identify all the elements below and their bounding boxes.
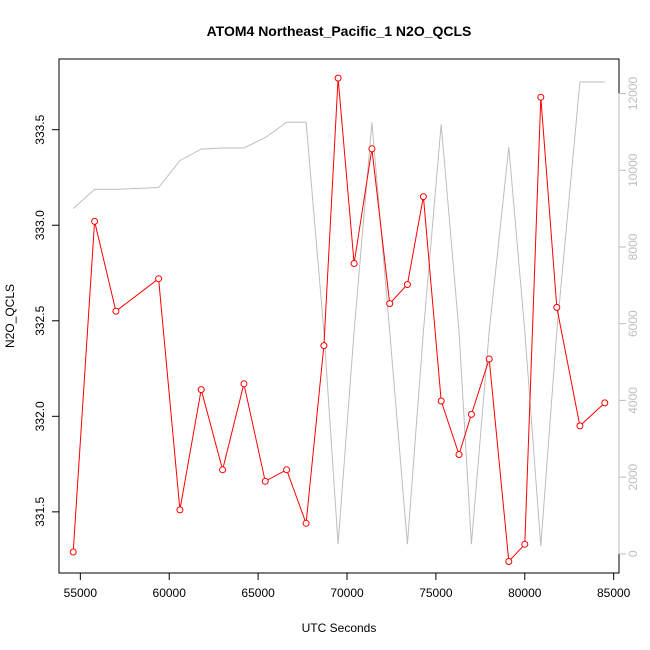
data-point xyxy=(283,466,291,474)
data-point xyxy=(576,422,584,430)
x-axis: 55000 60000 65000 70000 75000 80000 85000 xyxy=(64,572,631,600)
y-axis: 331.5 332.0 332.5 333.0 333.5 xyxy=(33,114,60,527)
y2-tick-label: 2000 xyxy=(626,463,640,490)
y-axis-title: N2O_QCLS xyxy=(3,284,17,348)
data-point xyxy=(176,506,184,514)
x-tick-label: 75000 xyxy=(419,586,453,600)
data-point xyxy=(197,386,205,394)
data-point xyxy=(386,300,394,308)
data-point xyxy=(553,303,561,311)
y2-tick-label: 10000 xyxy=(626,153,640,187)
data-point xyxy=(240,380,248,388)
data-point xyxy=(467,410,475,418)
x-tick-label: 80000 xyxy=(508,586,542,600)
series-line-right xyxy=(72,81,605,547)
x-axis-title: UTC Seconds xyxy=(302,621,377,635)
x-tick-label: 70000 xyxy=(330,586,364,600)
y-tick-label: 332.5 xyxy=(33,305,47,335)
data-point xyxy=(403,281,411,288)
y-tick-label: 331.5 xyxy=(33,497,47,527)
data-point xyxy=(485,355,493,363)
data-point xyxy=(261,477,269,485)
data-point xyxy=(537,93,545,101)
data-point xyxy=(302,519,310,527)
data-point xyxy=(350,260,358,267)
data-point xyxy=(219,466,227,474)
y2-tick-label: 12000 xyxy=(626,77,640,111)
data-point xyxy=(69,548,77,556)
plot-frame xyxy=(58,58,620,574)
y-tick-label: 333.5 xyxy=(33,114,47,144)
y-tick-label: 333.0 xyxy=(33,210,47,240)
x-tick-label: 65000 xyxy=(241,586,275,600)
data-point xyxy=(455,451,463,458)
y2-axis: 0 2000 4000 6000 8000 10000 12000 xyxy=(618,77,640,557)
data-point xyxy=(320,342,328,350)
y2-tick-label: 8000 xyxy=(626,233,640,260)
series-line-left xyxy=(72,78,606,563)
data-point xyxy=(419,193,427,201)
x-tick-label: 85000 xyxy=(597,586,631,600)
data-point xyxy=(601,399,609,407)
data-point xyxy=(155,275,163,283)
data-point xyxy=(437,397,445,405)
data-point xyxy=(521,540,529,548)
data-point xyxy=(112,307,120,315)
data-point xyxy=(368,145,376,153)
x-tick-label: 60000 xyxy=(153,586,187,600)
chart-title: ATOM4 Northeast_Pacific_1 N2O_QCLS xyxy=(207,23,472,39)
plot-area xyxy=(69,74,609,565)
data-point xyxy=(334,74,342,82)
y2-tick-label: 6000 xyxy=(626,310,640,337)
x-tick-label: 55000 xyxy=(64,586,98,600)
data-point xyxy=(91,217,99,225)
y2-tick-label: 4000 xyxy=(626,387,640,414)
y2-tick-label: 0 xyxy=(626,550,640,557)
data-point xyxy=(505,558,513,565)
y-tick-label: 332.0 xyxy=(33,401,47,431)
